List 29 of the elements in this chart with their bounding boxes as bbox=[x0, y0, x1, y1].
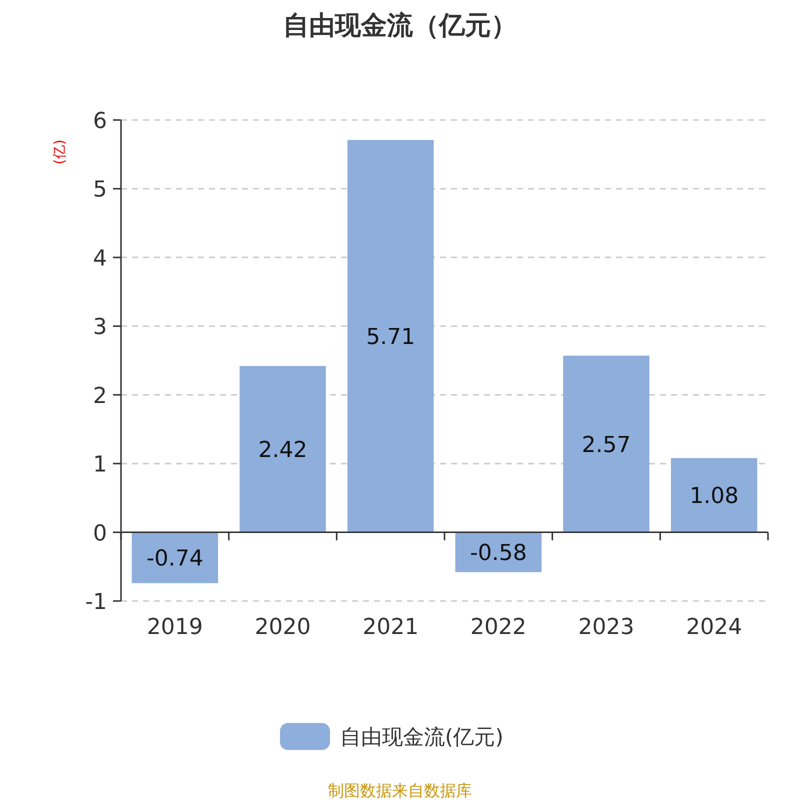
x-tick-label: 2022 bbox=[470, 615, 526, 640]
x-tick-label: 2021 bbox=[362, 615, 419, 640]
y-tick-label: -1 bbox=[85, 590, 107, 615]
y-tick-label: 1 bbox=[93, 452, 107, 478]
x-tick-label: 2020 bbox=[254, 615, 311, 640]
y-tick-label: 2 bbox=[93, 384, 107, 409]
bar bbox=[347, 140, 434, 532]
data-label: 5.71 bbox=[366, 325, 416, 350]
data-label: 2.57 bbox=[582, 432, 631, 458]
y-axis-title: (亿) bbox=[52, 140, 68, 164]
x-tick-label: 2023 bbox=[578, 615, 634, 640]
bar bbox=[132, 532, 218, 584]
data-label: -0.58 bbox=[470, 541, 527, 566]
data-label: 2.42 bbox=[258, 438, 308, 464]
text: 制图数据来自数据库 bbox=[328, 781, 472, 800]
bar bbox=[240, 366, 326, 532]
y-tick-label: 5 bbox=[93, 178, 107, 203]
legend-label: 自由现金流(亿元) bbox=[340, 725, 504, 749]
x-tick-label: 2024 bbox=[686, 615, 742, 640]
data-label: 1.08 bbox=[690, 484, 739, 510]
chart-title: 自由现金流（亿元） bbox=[283, 11, 517, 41]
y-tick-label: 4 bbox=[93, 246, 107, 272]
y-tick-label: 3 bbox=[93, 315, 107, 340]
bar bbox=[670, 458, 758, 532]
bar bbox=[563, 356, 650, 532]
y-tick-label: 6 bbox=[93, 109, 107, 134]
x-tick-label: 2019 bbox=[146, 615, 203, 640]
data-label: -0.74 bbox=[146, 546, 204, 572]
y-tick-label: 0 bbox=[93, 521, 107, 546]
